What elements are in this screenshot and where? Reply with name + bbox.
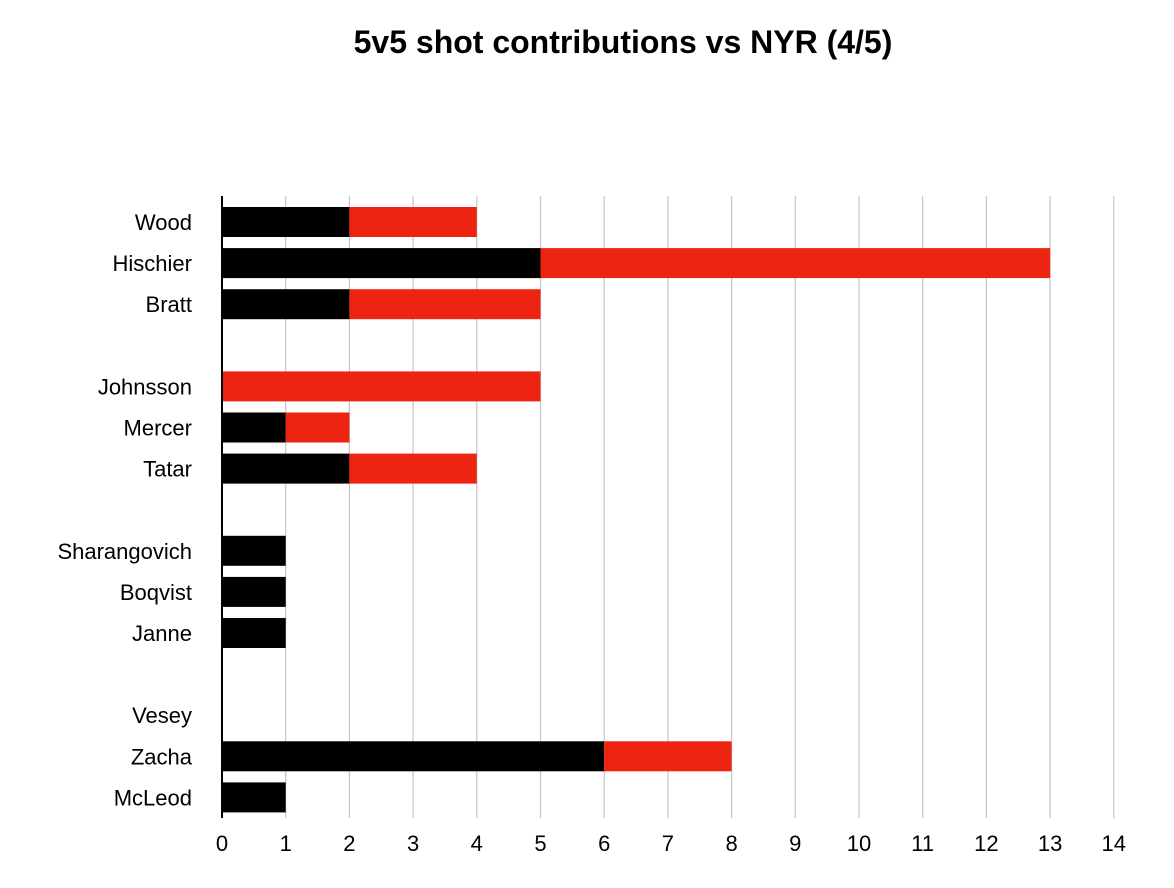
bar-segment-series-1 <box>222 535 286 566</box>
category-label: Sharangovich <box>57 539 192 564</box>
x-tick-label: 2 <box>343 831 355 856</box>
x-tick-label: 1 <box>280 831 292 856</box>
x-tick-label: 12 <box>974 831 998 856</box>
category-label: Janne <box>132 621 192 646</box>
category-label: Boqvist <box>120 580 192 605</box>
bars <box>222 207 1051 813</box>
category-label: McLeod <box>114 785 192 810</box>
category-label: Johnsson <box>98 374 192 399</box>
category-label: Tatar <box>143 457 192 482</box>
category-label: Hischier <box>113 251 192 276</box>
bar-segment-series-2 <box>604 741 732 772</box>
x-tick-label: 5 <box>534 831 546 856</box>
bar-segment-series-2 <box>540 248 1051 279</box>
bar-segment-series-2 <box>222 371 541 402</box>
bar-segment-series-2 <box>349 207 477 237</box>
chart-title: 5v5 shot contributions vs NYR (4/5) <box>353 24 893 60</box>
bar-segment-series-1 <box>222 576 286 607</box>
labels: 0 1 2 3 4 5 6 7 8 9 10 11 12 13 14WoodHischierBrattJoh… <box>57 210 1126 856</box>
bar-segment-series-2 <box>349 289 541 320</box>
bar-segment-series-1 <box>222 289 350 320</box>
bar-segment-series-1 <box>222 207 350 237</box>
x-tick-label: 14 <box>1102 831 1126 856</box>
x-tick-label: 0 <box>216 831 228 856</box>
x-tick-label: 4 <box>471 831 483 856</box>
category-label: Wood <box>135 210 192 235</box>
category-label: Zacha <box>131 744 193 769</box>
x-tick-label: 3 <box>407 831 419 856</box>
bar-segment-series-1 <box>222 453 350 484</box>
bar-segment-series-1 <box>222 741 605 772</box>
bar-segment-series-1 <box>222 782 286 813</box>
category-label: Vesey <box>132 703 192 728</box>
x-tick-label: 11 <box>911 831 934 856</box>
x-tick-label: 13 <box>1038 831 1062 856</box>
bar-segment-series-1 <box>222 412 286 443</box>
bar-segment-series-1 <box>222 618 286 648</box>
category-label: Mercer <box>124 416 192 441</box>
x-tick-label: 6 <box>598 831 610 856</box>
bar-segment-series-1 <box>222 248 541 279</box>
bar-segment-series-2 <box>285 412 350 443</box>
bar-segment-series-2 <box>349 453 477 484</box>
x-tick-label: 9 <box>789 831 801 856</box>
x-tick-label: 8 <box>725 831 737 856</box>
x-tick-label: 10 <box>847 831 871 856</box>
x-tick-label: 7 <box>662 831 674 856</box>
category-label: Bratt <box>146 292 192 317</box>
